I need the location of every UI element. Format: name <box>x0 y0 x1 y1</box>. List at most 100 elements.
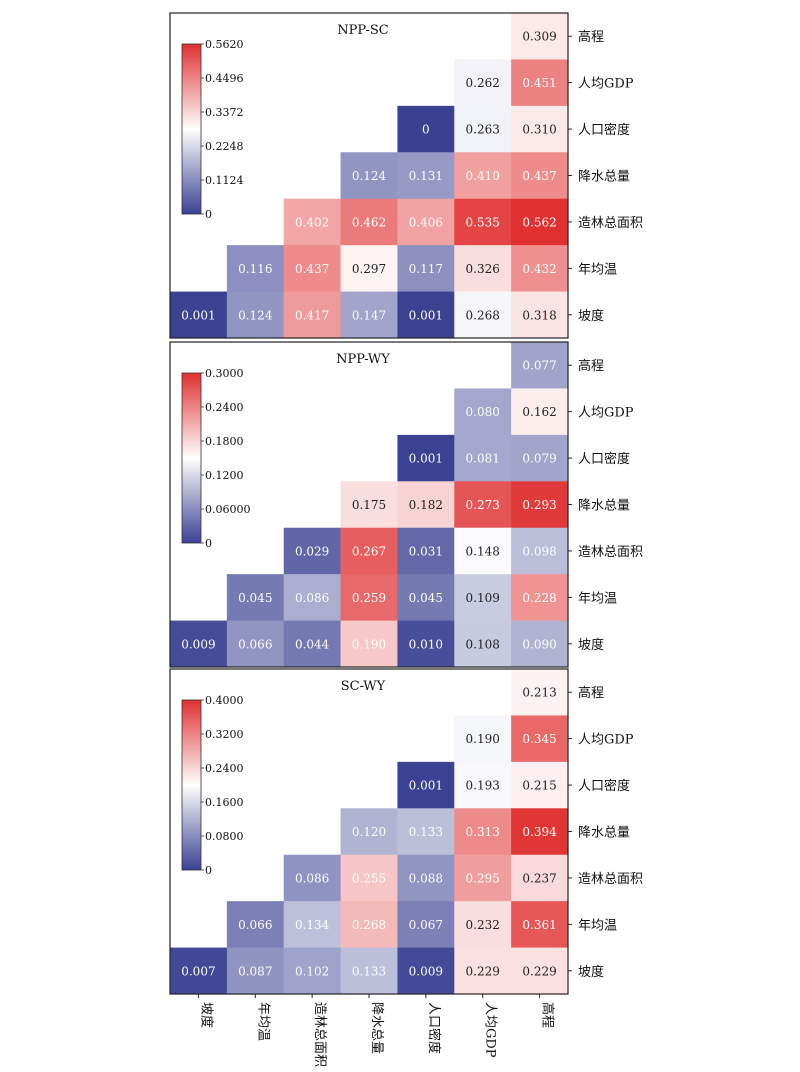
cell-value-label: 0.309 <box>522 30 556 44</box>
heatmap-cell <box>511 715 569 763</box>
colorbar-tick-label: 0.1600 <box>205 796 244 809</box>
heatmap-cell <box>283 198 342 246</box>
heatmap-cell <box>511 620 569 668</box>
cell-value-label: 0.535 <box>466 215 500 229</box>
cell-value-label: 0.088 <box>409 871 443 885</box>
colorbar-tick-label: 0 <box>205 864 212 877</box>
colorbar-tick-label: 0.06000 <box>205 503 251 516</box>
heatmap-cell <box>511 342 569 389</box>
cell-value-label: 0.079 <box>522 452 556 466</box>
heatmap-cell <box>283 854 342 902</box>
heatmap-cell <box>283 947 342 995</box>
cell-value-label: 0.117 <box>409 262 443 276</box>
colorbar <box>181 699 202 871</box>
cell-value-label: 0.310 <box>522 123 556 137</box>
heatmap-panel-2: 0.077 0.080 0.162 0.001 0.081 0.079 0.175 0.182… <box>169 341 643 668</box>
cell-value-label: 0.268 <box>352 918 386 932</box>
cell-value-label: 0.045 <box>409 591 443 605</box>
cell-value-label: 0.133 <box>352 964 386 978</box>
cell-value-label: 0.432 <box>522 262 556 276</box>
cell-value-label: 0.009 <box>181 637 215 651</box>
panel-frame <box>169 12 569 339</box>
row-label: 年均温 <box>578 918 617 933</box>
row-label: 人均GDP <box>578 406 634 421</box>
cell-value-label: 0.001 <box>181 308 215 322</box>
cell-value-label: 0.255 <box>352 871 386 885</box>
colorbar-tick-label: 0.4000 <box>205 694 244 707</box>
heatmap-cell <box>340 152 398 200</box>
heatmap-cell <box>340 527 398 575</box>
heatmap-cell <box>283 245 342 293</box>
heatmap-cell <box>340 901 398 949</box>
cell-value-label: 0.009 <box>409 964 443 978</box>
cell-value-label: 0.263 <box>466 123 500 137</box>
heatmap-cell <box>454 620 512 668</box>
cell-value-label: 0.406 <box>409 215 443 229</box>
heatmap-cell <box>340 291 398 339</box>
cell-value-label: 0.147 <box>352 308 386 322</box>
cell-value-label: 0.108 <box>466 637 500 651</box>
heatmap-cell <box>511 245 569 293</box>
cell-value-label: 0.001 <box>409 779 443 793</box>
heatmap-cell <box>283 574 342 622</box>
row-label: 坡度 <box>578 308 604 324</box>
cell-value-label: 0.462 <box>352 215 386 229</box>
heatmap-panel-1: 0.309 0.262 0.451 0 0.263 0.310 0.124 0.131 0.41… <box>169 12 643 339</box>
cell-value-label: 0.045 <box>238 591 272 605</box>
cell-value-label: 0.044 <box>295 637 330 651</box>
heatmap-cell <box>397 481 455 529</box>
heatmap-cell <box>511 291 569 339</box>
heatmap-cell <box>340 808 398 856</box>
cell-value-label: 0.228 <box>522 591 556 605</box>
cell-value-label: 0.102 <box>295 964 329 978</box>
row-label: 坡度 <box>578 964 604 980</box>
cell-value-label: 0.297 <box>352 262 386 276</box>
heatmap-cell <box>226 574 285 622</box>
cell-value-label: 0.007 <box>181 964 215 978</box>
colorbar-tick-label: 0.2400 <box>205 401 244 414</box>
cell-value-label: 0.133 <box>409 825 443 839</box>
column-label: 高程 <box>540 1002 556 1028</box>
heatmap-cell <box>511 947 569 995</box>
heatmap-cell <box>511 669 569 716</box>
heatmap-cell <box>397 105 455 153</box>
heatmap-cell <box>226 245 285 293</box>
cell-value-label: 0.116 <box>238 262 272 276</box>
cell-value-label: 0.262 <box>466 76 500 90</box>
colorbar-tick-label: 0.1124 <box>205 174 244 187</box>
heatmap-cell <box>454 291 512 339</box>
heatmap-cell <box>454 198 512 246</box>
heatmap-cell <box>397 761 455 809</box>
heatmap-cell <box>397 854 455 902</box>
heatmap-cell <box>397 527 455 575</box>
cell-value-label: 0.182 <box>409 498 443 512</box>
heatmap-cell <box>511 854 569 902</box>
heatmap-cell <box>340 198 398 246</box>
heatmap-cell <box>397 152 455 200</box>
heatmap-cell <box>397 245 455 293</box>
heatmap-cell <box>454 901 512 949</box>
heatmap-cell <box>397 291 455 339</box>
heatmap-cell <box>454 152 512 200</box>
cell-value-label: 0.237 <box>522 871 556 885</box>
colorbar-tick-label: 0.1800 <box>205 435 244 448</box>
heatmap-cell <box>454 808 512 856</box>
heatmap-cell <box>511 574 569 622</box>
heatmap-cell <box>397 574 455 622</box>
cell-value-label: 0.394 <box>522 825 557 839</box>
cell-value-label: 0.410 <box>466 169 500 183</box>
cell-value-label: 0.229 <box>522 964 556 978</box>
cell-value-label: 0.215 <box>522 779 556 793</box>
row-label: 人均GDP <box>578 733 634 748</box>
heatmap-cell <box>454 388 512 436</box>
cell-value-label: 0.109 <box>466 591 500 605</box>
cell-value-label: 0.081 <box>466 452 500 466</box>
cell-value-label: 0.086 <box>295 591 329 605</box>
heatmap-cell <box>340 481 398 529</box>
heatmap-cell <box>511 198 569 246</box>
cell-value-label: 0.120 <box>352 825 386 839</box>
colorbar-tick-label: 0 <box>205 208 212 221</box>
heatmap-cell <box>226 901 285 949</box>
panel-title: NPP-SC <box>337 23 388 38</box>
heatmap-cell <box>170 947 228 995</box>
